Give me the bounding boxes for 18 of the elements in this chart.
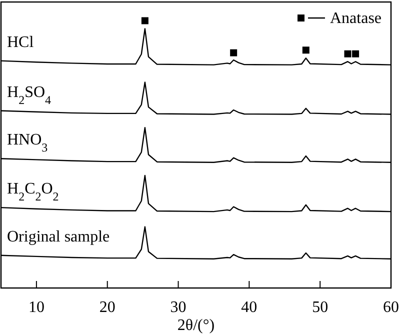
legend-label: Anatase (330, 10, 382, 27)
x-axis-title: 2θ/(°) (177, 317, 215, 334)
x-tick-label: 30 (170, 299, 186, 316)
x-tick-label: 10 (28, 299, 44, 316)
series-label: HNO$_{3}$ (7, 132, 48, 155)
series-label: HCl (7, 34, 34, 51)
x-tick-label: 40 (241, 299, 258, 316)
series-label: H$_{2}$C$_{2}$O$_{2}$ (7, 180, 59, 204)
point (302, 46, 310, 54)
series-label: Original sample (7, 228, 110, 246)
x-tick-label: 50 (312, 299, 328, 316)
point (344, 50, 352, 58)
x-tick-label: 60 (383, 299, 399, 316)
series-label: H$_{2}$SO$_{4}$ (7, 84, 52, 107)
point (352, 50, 360, 58)
point (141, 17, 148, 24)
point (230, 49, 238, 56)
x-tick-label: 20 (99, 299, 116, 316)
